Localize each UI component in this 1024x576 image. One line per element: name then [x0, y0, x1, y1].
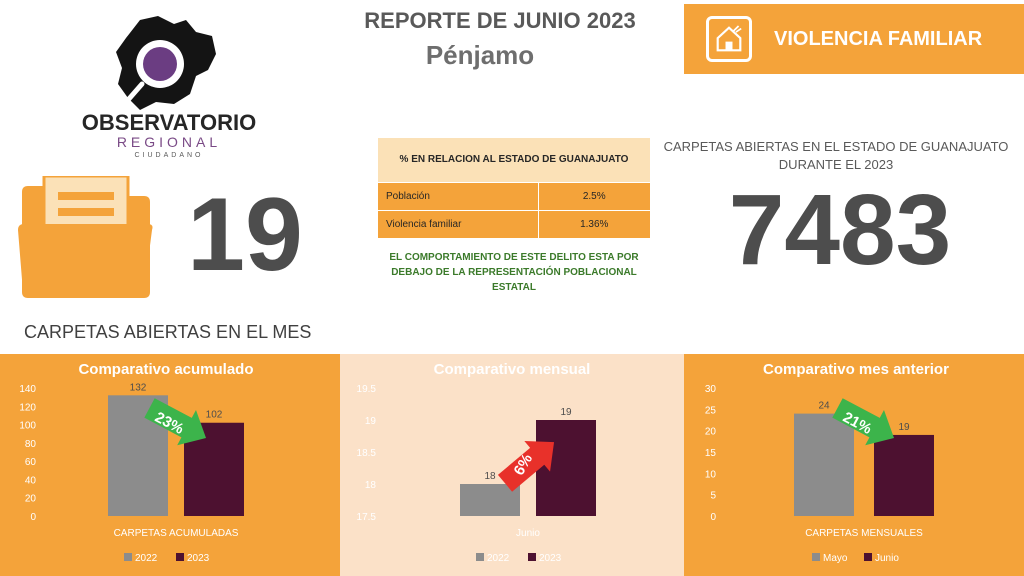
category-label: CARPETAS MENSUALES: [805, 528, 923, 539]
legend-swatch: [176, 553, 184, 561]
chart-title: Comparativo mes anterior: [763, 361, 949, 378]
state-relation-header: % EN RELACION AL ESTADO DE GUANAJUATO: [378, 138, 650, 182]
row-label-population: Población: [378, 181, 538, 210]
category-label: CARPETAS ACUMULADAS: [114, 528, 239, 539]
legend-swatch: [812, 553, 820, 561]
table-row: Población 2.5%: [378, 181, 650, 210]
y-tick-label: 120: [19, 402, 36, 413]
legend-label: 2023: [187, 553, 210, 564]
y-tick-label: 0: [30, 512, 36, 523]
magnifier-handle: [125, 81, 145, 103]
month-case-caption: CARPETAS ABIERTAS EN EL MES: [24, 322, 312, 342]
table-row: Violencia familiar 1.36%: [378, 209, 650, 238]
folder-icon: [18, 176, 153, 298]
bar-2022: [460, 484, 520, 516]
y-tick-label: 80: [25, 439, 37, 450]
crime-type-banner: VIOLENCIA FAMILIAR: [684, 4, 1024, 74]
data-label: 132: [130, 382, 147, 393]
y-tick-label: 19: [365, 416, 377, 427]
row-value-crime: 1.36%: [537, 209, 650, 238]
y-tick-label: 17.5: [357, 512, 377, 523]
crime-type-label: VIOLENCIA FAMILIAR: [774, 28, 983, 50]
bar-Mayo: [794, 413, 854, 516]
chart-panel-previous-month: Comparativo mes anterior 0 5 10 15 20 25 30 24 19…: [684, 354, 1024, 576]
municipality-name: Pénjamo: [425, 40, 535, 70]
data-label: 24: [818, 401, 830, 412]
state-relation-table: % EN RELACION AL ESTADO DE GUANAJUATO Po…: [378, 138, 650, 238]
legend-swatch: [864, 553, 872, 561]
y-tick-label: 25: [705, 405, 717, 416]
legend-swatch: [124, 553, 132, 561]
state-case-caption: CARPETAS ABIERTAS EN EL ESTADO DE GUANAJ…: [663, 139, 1009, 172]
y-tick-label: 5: [710, 491, 716, 502]
y-tick-label: 40: [25, 475, 37, 486]
chart-monthly: Comparativo mensual17.51818.51919.518196…: [357, 361, 596, 564]
report-title: REPORTE DE JUNIO 2023: [364, 8, 636, 33]
legend-label: 2022: [487, 553, 510, 564]
chart-panel-accumulated: Comparativo acumulado 0 20 40 60 80 100 120 140 1…: [0, 354, 340, 576]
y-tick-label: 100: [19, 421, 36, 432]
y-tick-label: 18: [365, 480, 377, 491]
y-tick-label: 30: [705, 384, 717, 395]
category-label: Junio: [516, 528, 540, 539]
y-tick-label: 0: [710, 512, 716, 523]
magnifier-lens: [143, 47, 177, 81]
y-tick-label: 19.5: [357, 384, 377, 395]
chart-panel-monthly: Comparativo mensual 17.5 18 18.5 19 19.5 18 19 6…: [340, 354, 684, 576]
behavior-note: EL COMPORTAMIENTO DE ESTE DELITO ESTA PO…: [389, 252, 639, 293]
bar-Junio: [874, 434, 934, 516]
legend-label: 2023: [539, 553, 562, 564]
data-label: 19: [560, 407, 572, 418]
legend-label: 2022: [135, 553, 158, 564]
decrease-arrow-icon: [832, 398, 895, 446]
legend-label: Mayo: [823, 553, 848, 564]
y-tick-label: 60: [25, 457, 37, 468]
legend-swatch: [476, 553, 484, 561]
month-case-count: 19: [187, 177, 303, 293]
y-tick-label: 20: [25, 494, 37, 505]
logo-name: OBSERVATORIO: [81, 110, 257, 135]
data-label: 102: [206, 410, 223, 421]
data-label: 19: [898, 422, 910, 433]
y-tick-label: 15: [705, 448, 717, 459]
state-case-count: 7483: [728, 174, 952, 286]
observatorio-logo: [116, 16, 216, 110]
chart-accumulated: Comparativo acumulado 0 20 40 60 80 100 120 140 1…: [19, 361, 253, 564]
y-tick-label: 18.5: [357, 448, 377, 459]
house-violence-icon: [706, 16, 752, 62]
row-label-crime: Violencia familiar: [378, 209, 538, 238]
decrease-arrow-icon: [144, 398, 207, 446]
legend-swatch: [528, 553, 536, 561]
y-tick-label: 140: [19, 384, 36, 395]
y-tick-label: 10: [705, 469, 717, 480]
logo-subtitle: REGIONAL: [116, 134, 222, 150]
row-value-population: 2.5%: [537, 181, 650, 210]
chart-previous-month: Comparativo mes anterior 0 5 10 15 20 25 30 24 19…: [705, 361, 949, 564]
legend-label: Junio: [875, 553, 899, 564]
logo-tagline: CIUDADANO: [134, 152, 204, 159]
bar-2023: [536, 420, 596, 516]
chart-title: Comparativo mensual: [434, 361, 591, 378]
y-tick-label: 20: [705, 427, 717, 438]
chart-title: Comparativo acumulado: [78, 361, 253, 378]
data-label: 18: [484, 471, 496, 482]
increase-arrow-icon: [497, 440, 555, 492]
